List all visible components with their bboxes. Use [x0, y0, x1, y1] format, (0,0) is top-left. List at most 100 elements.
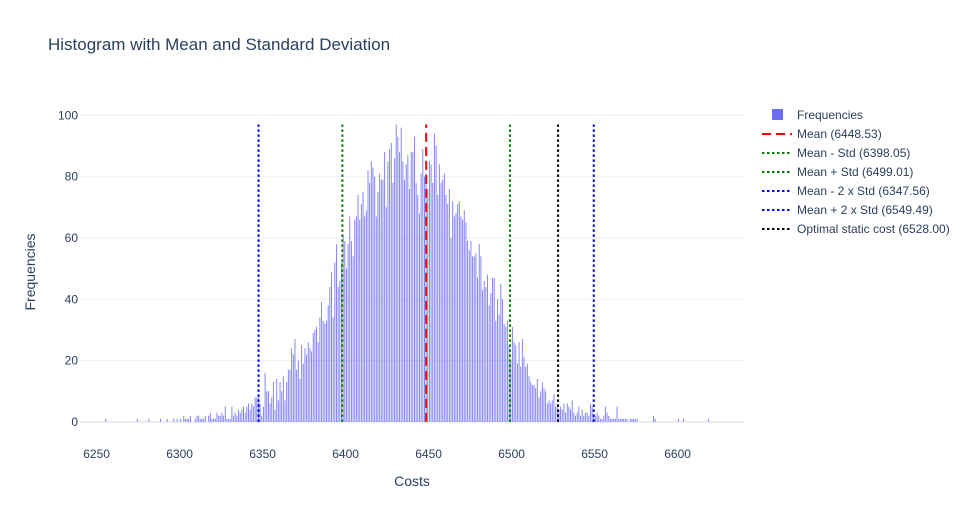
- histogram-bar[interactable]: [264, 372, 266, 422]
- histogram-bar[interactable]: [526, 363, 528, 422]
- histogram-bar[interactable]: [508, 345, 510, 422]
- histogram-bar[interactable]: [302, 363, 304, 422]
- histogram-bar[interactable]: [425, 173, 427, 422]
- reference-lines[interactable]: [257, 124, 595, 422]
- histogram-bar[interactable]: [591, 406, 593, 422]
- histogram-bar[interactable]: [329, 286, 331, 422]
- histogram-bar[interactable]: [372, 167, 374, 422]
- histogram-bar[interactable]: [624, 418, 626, 422]
- histogram-bar[interactable]: [213, 418, 215, 422]
- histogram-bar[interactable]: [458, 201, 460, 422]
- histogram-bar[interactable]: [422, 149, 424, 422]
- histogram-bar[interactable]: [478, 244, 480, 422]
- histogram-bar[interactable]: [291, 348, 293, 422]
- histogram-bar[interactable]: [629, 418, 631, 422]
- histogram-bar[interactable]: [214, 418, 216, 422]
- histogram-bar[interactable]: [433, 133, 435, 422]
- histogram-bar[interactable]: [497, 299, 498, 422]
- histogram-bar[interactable]: [475, 253, 477, 422]
- histogram-bar[interactable]: [327, 305, 329, 422]
- histogram-bar[interactable]: [535, 388, 537, 422]
- histogram-bar[interactable]: [279, 382, 281, 422]
- histogram-bar[interactable]: [395, 124, 397, 422]
- legend-item[interactable]: Frequencies: [772, 108, 863, 122]
- histogram-bar[interactable]: [533, 385, 535, 422]
- histogram-bar[interactable]: [219, 415, 221, 422]
- histogram-bar[interactable]: [224, 406, 226, 422]
- legend-item[interactable]: Mean (6448.53): [762, 127, 882, 141]
- histogram-bar[interactable]: [435, 145, 437, 422]
- histogram-bar[interactable]: [272, 382, 274, 422]
- histogram-bar[interactable]: [614, 418, 616, 422]
- histogram-bar[interactable]: [586, 412, 588, 422]
- histogram-bar[interactable]: [267, 391, 269, 422]
- histogram-bar[interactable]: [420, 173, 422, 422]
- histogram-bar[interactable]: [505, 326, 507, 422]
- histogram-bar[interactable]: [611, 418, 613, 422]
- histogram-bar[interactable]: [636, 418, 638, 422]
- histogram-bar[interactable]: [516, 363, 518, 422]
- histogram-bar[interactable]: [369, 182, 371, 422]
- histogram-bar[interactable]: [576, 412, 578, 422]
- legend-item[interactable]: Mean + Std (6499.01): [762, 165, 913, 179]
- histogram-bar[interactable]: [457, 204, 459, 422]
- histogram-bar[interactable]: [331, 271, 332, 422]
- histogram-bar[interactable]: [452, 201, 454, 422]
- histogram-bar[interactable]: [438, 164, 440, 422]
- histogram-bar[interactable]: [370, 161, 372, 422]
- histogram-bar[interactable]: [334, 262, 336, 422]
- histogram-bar[interactable]: [492, 277, 493, 422]
- histogram-bar[interactable]: [380, 179, 382, 422]
- histogram-bar[interactable]: [462, 219, 464, 422]
- histogram-bar[interactable]: [244, 412, 246, 422]
- histogram-bar[interactable]: [506, 320, 508, 422]
- histogram-bar[interactable]: [543, 388, 545, 422]
- histogram-bar[interactable]: [194, 418, 196, 422]
- histogram-bar[interactable]: [490, 293, 492, 422]
- histogram-bar[interactable]: [105, 418, 107, 422]
- histogram-bar[interactable]: [521, 339, 523, 422]
- histogram-bar[interactable]: [269, 403, 271, 422]
- legend[interactable]: Frequencies Mean (6448.53) Mean - Std (639…: [762, 108, 950, 236]
- histogram-bar[interactable]: [236, 415, 238, 422]
- histogram-bar[interactable]: [609, 418, 611, 422]
- histogram-bar[interactable]: [528, 375, 530, 422]
- histogram-bar[interactable]: [623, 418, 625, 422]
- histogram-bar[interactable]: [357, 195, 359, 422]
- histogram-bar[interactable]: [211, 418, 213, 422]
- histogram-bar[interactable]: [306, 354, 308, 422]
- histogram-bar[interactable]: [347, 244, 349, 422]
- histogram-bar[interactable]: [548, 400, 550, 422]
- histogram-bar[interactable]: [423, 176, 425, 422]
- histogram-bar[interactable]: [199, 418, 201, 422]
- histogram-bar[interactable]: [618, 418, 620, 422]
- histogram-bar[interactable]: [566, 403, 568, 422]
- histogram-bar[interactable]: [599, 418, 601, 422]
- histogram-bar[interactable]: [385, 207, 387, 422]
- histogram-bar[interactable]: [382, 179, 384, 422]
- histogram-bar[interactable]: [203, 418, 205, 422]
- histogram-bar[interactable]: [633, 418, 635, 422]
- histogram-bar[interactable]: [375, 216, 377, 422]
- histogram-bar[interactable]: [349, 216, 351, 422]
- histogram-bar[interactable]: [384, 152, 386, 422]
- histogram-bar[interactable]: [503, 323, 505, 422]
- histogram-bar[interactable]: [530, 382, 532, 422]
- histogram-bar[interactable]: [226, 418, 228, 422]
- histogram-bar[interactable]: [223, 415, 225, 422]
- histogram-bar[interactable]: [407, 155, 409, 422]
- histogram-bar[interactable]: [379, 173, 381, 422]
- histogram-bar[interactable]: [463, 210, 465, 422]
- histogram-bar[interactable]: [342, 234, 344, 422]
- histogram-bar[interactable]: [248, 403, 249, 422]
- histogram-bar[interactable]: [339, 280, 341, 422]
- histogram-bar[interactable]: [216, 412, 218, 422]
- histogram-bar[interactable]: [239, 412, 241, 422]
- histogram-bar[interactable]: [362, 191, 364, 422]
- histogram-bar[interactable]: [301, 345, 303, 422]
- histogram-bar[interactable]: [601, 418, 603, 422]
- histogram-bar[interactable]: [553, 394, 555, 422]
- histogram-bar[interactable]: [412, 152, 414, 422]
- histogram-bar[interactable]: [677, 418, 679, 422]
- histogram-bar[interactable]: [443, 173, 445, 422]
